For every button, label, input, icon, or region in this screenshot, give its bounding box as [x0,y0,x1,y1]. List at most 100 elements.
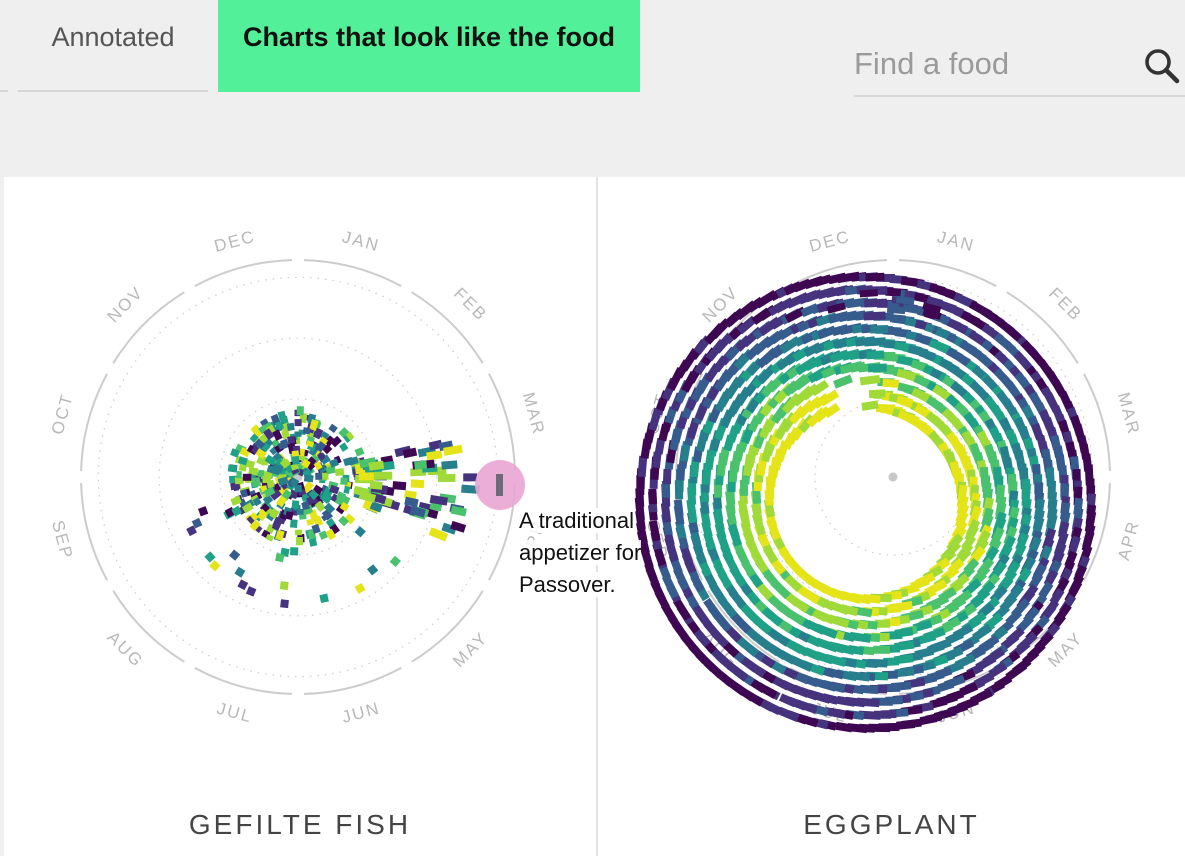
month-arc [304,259,402,287]
data-tile [309,419,319,431]
month-label: SEP [48,518,77,562]
data-tile [263,486,276,498]
data-tile [450,505,467,517]
data-tile [937,679,955,693]
month-label: OCT [48,391,77,436]
data-tile [863,311,886,321]
search-input[interactable] [854,42,1124,86]
data-tile [829,311,849,323]
data-tile [389,555,401,567]
data-tile [864,298,888,308]
data-tile [906,691,924,702]
chart-panel-gefilte-fish[interactable]: JANFEBMARAPRMAYJUNJULAUGSEPOCTNOVDEC GEF… [4,177,596,856]
data-tile [249,433,259,443]
data-tile [231,505,243,517]
month-arc [1083,373,1111,471]
data-tile [309,454,320,464]
data-tile [882,378,900,388]
data-tile [279,458,291,469]
data-tile [238,463,247,472]
data-tile [368,460,385,471]
month-arc [112,291,185,364]
data-tile [894,667,915,678]
data-tile [648,488,658,505]
data-tile [959,682,979,697]
data-tile [661,480,671,498]
data-tile [279,581,289,591]
data-tile [314,500,326,513]
tab-charts-like-food[interactable]: Charts that look like the food [218,0,640,92]
data-tile [340,477,348,486]
month-arc [1083,483,1111,581]
data-tile [228,549,241,561]
month-label: FEB [450,284,491,325]
data-tile [740,656,759,673]
data-tile [778,693,798,708]
data-tile [354,526,366,538]
data-tile [321,508,333,521]
annotation-tooltip: A traditional appetizer for Passover. [519,508,642,597]
data-tile [967,505,983,529]
month-arc [304,667,402,695]
chart-panel-eggplant[interactable]: JANFEBMARAPRMAYJUNJULAUGSEPOCTNOVDEC EGG… [598,177,1185,856]
data-tile [275,552,285,563]
data-tile [429,494,449,506]
data-tile [264,454,277,466]
data-tile [369,501,383,513]
data-tile [262,494,274,505]
data-tile [441,460,458,470]
month-arc [488,373,516,471]
data-tile [662,468,672,485]
data-tile [319,492,332,504]
data-tile [672,598,692,621]
data-tile [865,272,885,282]
data-tile [727,662,749,682]
data-tile [324,435,336,447]
data-tile [886,305,906,315]
data-tile [304,481,314,491]
data-tile [261,443,271,453]
data-tile [289,477,300,488]
data-tile [864,337,886,347]
data-tile [339,501,350,512]
data-tile [237,579,249,591]
data-tile [325,465,337,475]
data-tile [404,496,419,508]
data-tile [237,456,248,466]
data-tile [303,474,314,483]
month-label: AUG [104,628,148,672]
month-label: MAY [449,628,492,671]
data-tile [234,566,246,578]
data-tile [437,473,456,482]
data-tile [263,428,275,441]
month-arc [80,483,108,581]
data-tile [718,446,730,466]
data-tile [367,564,379,576]
data-tile [294,431,302,437]
month-label: JAN [935,227,977,255]
data-tile [912,619,933,633]
data-tile [308,489,319,500]
data-tile [919,714,938,726]
data-tile [896,720,916,730]
data-tile [873,645,890,654]
top-bar: Annotated Charts that look like the food [0,0,1185,177]
data-tile [824,707,846,719]
data-tile [291,500,300,510]
data-tile [648,520,661,542]
month-arc [194,667,292,695]
data-tile [861,400,879,411]
tab-annotated[interactable]: Annotated [18,0,208,92]
month-label: NOV [104,283,148,327]
search-icon[interactable] [1142,46,1182,86]
data-tile [673,499,684,517]
radial-chart-eggplant: JANFEBMARAPRMAYJUNJULAUGSEPOCTNOVDEC [634,227,1144,734]
data-tile [369,480,383,490]
data-tile [291,455,300,465]
data-tile [1000,632,1020,651]
data-tile [431,528,446,541]
data-tile [265,513,275,522]
data-tile [294,486,302,492]
data-tile [317,451,326,461]
data-tile [315,472,323,480]
